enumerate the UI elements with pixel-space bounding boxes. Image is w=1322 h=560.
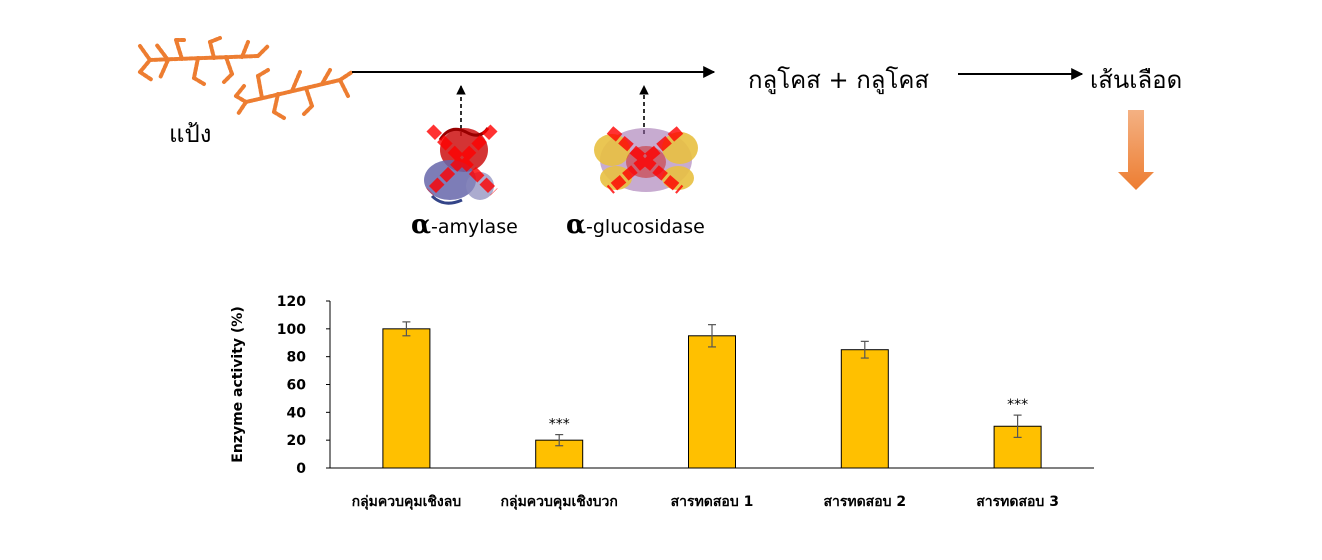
bar: [382, 328, 431, 469]
y-tick-label: 100: [277, 322, 306, 338]
glucosidase-name: -glucosidase: [586, 216, 705, 238]
y-tick-label: 60: [287, 378, 307, 394]
y-tick-label: 80: [287, 350, 307, 366]
pathway-diagram: [138, 36, 1154, 205]
amylase-name: -amylase: [431, 216, 518, 238]
significance-label: ***: [1007, 397, 1028, 413]
inhibit-cross-glucosidase-icon: [606, 126, 684, 194]
starch-molecule-2-icon: [234, 68, 354, 120]
x-tick-label: สารทดสอบ 1: [671, 494, 754, 510]
enzyme-amylase-label: α-amylase: [411, 210, 518, 240]
starch-molecule-1-icon: [138, 36, 270, 86]
down-arrow-icon: [1118, 110, 1154, 190]
y-tick-label: 40: [287, 405, 307, 421]
x-tick-label: สารทดสอบ 2: [823, 494, 906, 510]
significance-label: ***: [549, 417, 570, 433]
alpha-symbol: α: [566, 210, 587, 240]
x-tick-label: กลุ่มควบคุมเชิงบวก: [501, 494, 618, 510]
blood-vessel-label: เส้นเลือด: [1090, 66, 1183, 94]
enzyme-activity-chart: 0 20 40 60 80 100 120 Enzyme activity (%) กลุ่มค…: [230, 294, 1094, 510]
bar: [688, 335, 736, 469]
y-tick-label: 0: [296, 461, 306, 477]
inhibit-cross-amylase-icon: [426, 124, 498, 196]
x-tick-label: สารทดสอบ 3: [976, 494, 1059, 510]
x-tick-label: กลุ่มควบคุมเชิงลบ: [352, 494, 462, 510]
y-tick-label: 120: [277, 294, 306, 310]
enzyme-glucosidase-label: α-glucosidase: [566, 210, 705, 240]
y-tick-label: 20: [287, 433, 307, 449]
y-axis-label: Enzyme activity (%): [230, 306, 246, 462]
glucose-products-label: กลูโคส + กลูโคส: [748, 66, 930, 94]
bar: [840, 349, 889, 469]
starch-label: แป้ง: [169, 120, 212, 148]
alpha-symbol: α: [411, 210, 432, 240]
